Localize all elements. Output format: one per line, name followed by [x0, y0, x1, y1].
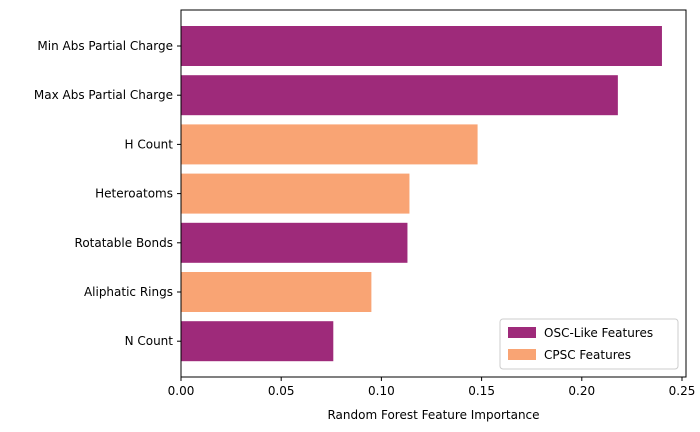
- bar: [181, 124, 478, 165]
- x-tick-label: 0.20: [568, 384, 595, 398]
- bar: [181, 272, 372, 312]
- y-tick-label: H Count: [125, 137, 174, 151]
- y-tick-label: Max Abs Partial Charge: [34, 88, 173, 102]
- x-axis-ticks: 0.00 0.05 0.10 0.15 0.20 0.25: [168, 377, 696, 398]
- legend-swatch: [508, 327, 536, 338]
- y-axis-ticks: Min Abs Partial Charge Max Abs Partial Ch…: [34, 39, 181, 348]
- bar: [181, 173, 410, 214]
- x-axis-label: Random Forest Feature Importance: [327, 408, 539, 422]
- legend-swatch: [508, 349, 536, 360]
- legend-box: [499, 318, 679, 370]
- bar: [181, 75, 618, 116]
- y-tick-label: Min Abs Partial Charge: [37, 39, 173, 53]
- x-tick-label: 0.10: [368, 384, 395, 398]
- legend: OSC-Like Features CPSC Features: [499, 318, 679, 370]
- bars-layer: [181, 26, 662, 362]
- legend-label: OSC-Like Features: [544, 326, 653, 340]
- y-tick-label: N Count: [125, 334, 174, 348]
- x-tick-label: 0.05: [268, 384, 295, 398]
- x-tick-label: 0.25: [669, 384, 696, 398]
- legend-label: CPSC Features: [544, 348, 631, 362]
- bar: [181, 222, 408, 263]
- x-tick-label: 0.00: [168, 384, 195, 398]
- plot-frame: [180, 9, 687, 378]
- y-tick-label: Rotatable Bonds: [75, 236, 173, 250]
- x-tick-label: 0.15: [468, 384, 495, 398]
- bar: [181, 321, 334, 362]
- y-tick-label: Aliphatic Rings: [84, 285, 173, 299]
- y-tick-label: Heteroatoms: [95, 187, 173, 201]
- bar: [181, 26, 662, 66]
